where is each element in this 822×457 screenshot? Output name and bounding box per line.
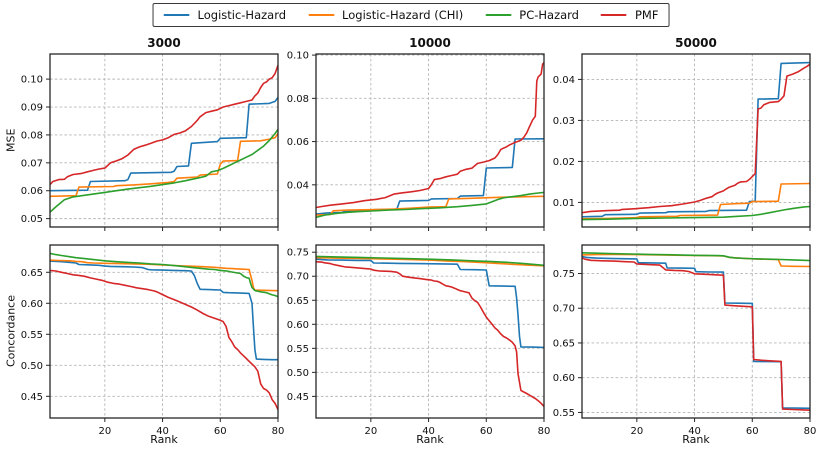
svg-text:0.65: 0.65 xyxy=(21,268,43,279)
svg-text:0.65: 0.65 xyxy=(287,296,309,307)
column-title-10000: 10000 xyxy=(409,36,451,50)
svg-text:0.70: 0.70 xyxy=(553,304,575,315)
x-axis-label-rank: Rank xyxy=(416,433,444,446)
svg-text:0.10: 0.10 xyxy=(287,51,309,62)
svg-text:0.09: 0.09 xyxy=(21,103,43,114)
svg-text:0.10: 0.10 xyxy=(21,75,43,86)
svg-text:0.50: 0.50 xyxy=(21,361,43,372)
svg-text:80: 80 xyxy=(272,426,285,437)
subplot-concordance-50000: 0.55 0.60 0.65 0.70 0.75 20 40 60 80 xyxy=(553,244,817,437)
svg-text:0.04: 0.04 xyxy=(287,180,309,191)
svg-text:0.55: 0.55 xyxy=(553,408,575,419)
svg-text:0.75: 0.75 xyxy=(553,269,575,280)
legend-item-pc-hazard: PC-Hazard xyxy=(485,8,579,22)
subplot-concordance-10000: 0.45 0.50 0.55 0.60 0.65 0.70 0.75 20 40 60 80 xyxy=(287,244,551,437)
legend-line-swatch xyxy=(600,13,627,17)
svg-text:60: 60 xyxy=(480,426,493,437)
svg-text:0.55: 0.55 xyxy=(21,330,43,341)
subplot-mse-3000: 0.05 0.06 0.07 0.08 0.09 0.10 xyxy=(21,53,279,231)
svg-text:0.01: 0.01 xyxy=(553,198,575,209)
svg-text:0.07: 0.07 xyxy=(21,158,43,169)
legend-line-swatch xyxy=(163,13,190,17)
subplot-concordance-3000: 0.45 0.50 0.55 0.60 0.65 20 40 60 80 xyxy=(21,244,285,437)
svg-text:80: 80 xyxy=(804,426,817,437)
svg-text:0.50: 0.50 xyxy=(287,368,309,379)
svg-text:0.70: 0.70 xyxy=(287,272,309,283)
subplot-mse-50000: 0.01 0.02 0.03 0.04 xyxy=(553,53,811,231)
svg-text:0.60: 0.60 xyxy=(287,320,309,331)
svg-text:40: 40 xyxy=(688,426,701,437)
svg-text:40: 40 xyxy=(422,426,435,437)
svg-text:80: 80 xyxy=(538,426,551,437)
svg-text:0.08: 0.08 xyxy=(287,94,309,105)
svg-text:0.60: 0.60 xyxy=(553,373,575,384)
svg-text:20: 20 xyxy=(98,426,111,437)
legend-line-swatch xyxy=(308,13,335,17)
column-title-3000: 3000 xyxy=(147,36,181,50)
svg-text:20: 20 xyxy=(364,426,377,437)
svg-text:0.08: 0.08 xyxy=(21,130,43,141)
svg-text:0.02: 0.02 xyxy=(553,157,575,168)
legend-label: Logistic-Hazard (CHI) xyxy=(342,8,464,22)
svg-text:0.45: 0.45 xyxy=(21,392,43,403)
legend-label: PMF xyxy=(634,8,659,22)
legend-label: Logistic-Hazard xyxy=(197,8,287,22)
svg-text:60: 60 xyxy=(214,426,227,437)
legend-label: PC-Hazard xyxy=(519,8,579,22)
svg-text:0.03: 0.03 xyxy=(553,116,575,127)
svg-text:40: 40 xyxy=(156,426,169,437)
svg-text:0.45: 0.45 xyxy=(287,392,309,403)
legend-line-swatch xyxy=(485,13,512,17)
legend-item-pmf: PMF xyxy=(600,8,659,22)
svg-text:60: 60 xyxy=(746,426,759,437)
svg-text:20: 20 xyxy=(630,426,643,437)
svg-text:0.55: 0.55 xyxy=(287,344,309,355)
svg-text:0.60: 0.60 xyxy=(21,299,43,310)
x-axis-label-rank: Rank xyxy=(682,433,710,446)
column-title-50000: 50000 xyxy=(675,36,717,50)
legend: Logistic-Hazard Logistic-Hazard (CHI) PC… xyxy=(152,3,670,27)
svg-text:0.04: 0.04 xyxy=(553,75,575,86)
legend-item-logistic-hazard: Logistic-Hazard xyxy=(163,8,287,22)
svg-text:0.75: 0.75 xyxy=(287,248,309,259)
x-axis-label-rank: Rank xyxy=(150,433,178,446)
svg-text:0.65: 0.65 xyxy=(553,338,575,349)
svg-text:0.05: 0.05 xyxy=(21,214,43,225)
subplot-mse-10000: 0.04 0.06 0.08 0.10 xyxy=(287,51,545,231)
svg-text:0.06: 0.06 xyxy=(287,137,309,148)
legend-item-logistic-hazard-chi: Logistic-Hazard (CHI) xyxy=(308,8,463,22)
svg-text:0.06: 0.06 xyxy=(21,186,43,197)
